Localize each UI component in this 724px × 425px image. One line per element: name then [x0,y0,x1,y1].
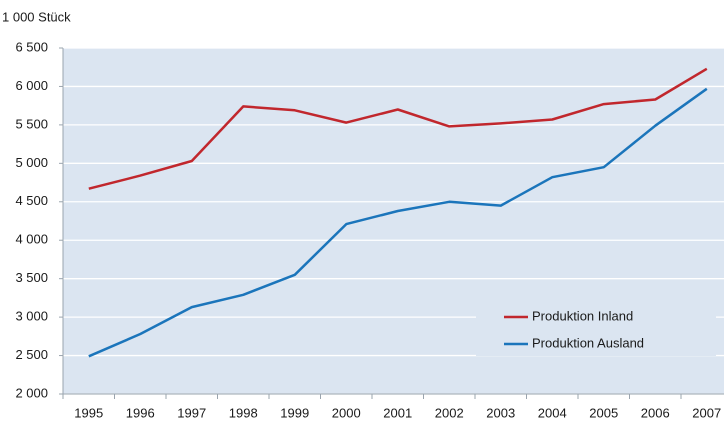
x-tick-label: 2002 [435,405,464,420]
x-tick-label: 2003 [486,405,515,420]
x-tick-label: 2007 [692,405,721,420]
y-tick-label: 5 000 [15,155,48,170]
y-tick-label: 5 500 [15,116,48,131]
x-tick-label: 2000 [332,405,361,420]
y-tick-label: 6 000 [15,78,48,93]
y-tick-label: 3 000 [15,309,48,324]
y-axis-label: 1 000 Stück [2,9,71,24]
x-tick-label: 2004 [538,405,567,420]
x-tick-label: 2001 [383,405,412,420]
line-series [88,67,708,190]
x-tick-label: 1995 [74,405,103,420]
legend-box [476,300,716,356]
x-tick-label: 1998 [229,405,258,420]
x-tick-label: 2005 [589,405,618,420]
x-tick-label: 1996 [126,405,155,420]
y-tick-label: 4 500 [15,193,48,208]
y-tick-label: 2 500 [15,347,48,362]
x-tick-label: 1997 [177,405,206,420]
x-tick-label: 1999 [280,405,309,420]
y-tick-label: 6 500 [15,39,48,54]
line-series [88,87,708,358]
legend-label: Produktion Inland [532,308,633,323]
y-tick-label: 4 000 [15,232,48,247]
y-tick-label: 2 000 [15,385,48,400]
y-tick-label: 3 500 [15,270,48,285]
legend-label: Produktion Ausland [532,335,644,350]
x-tick-label: 2006 [641,405,670,420]
